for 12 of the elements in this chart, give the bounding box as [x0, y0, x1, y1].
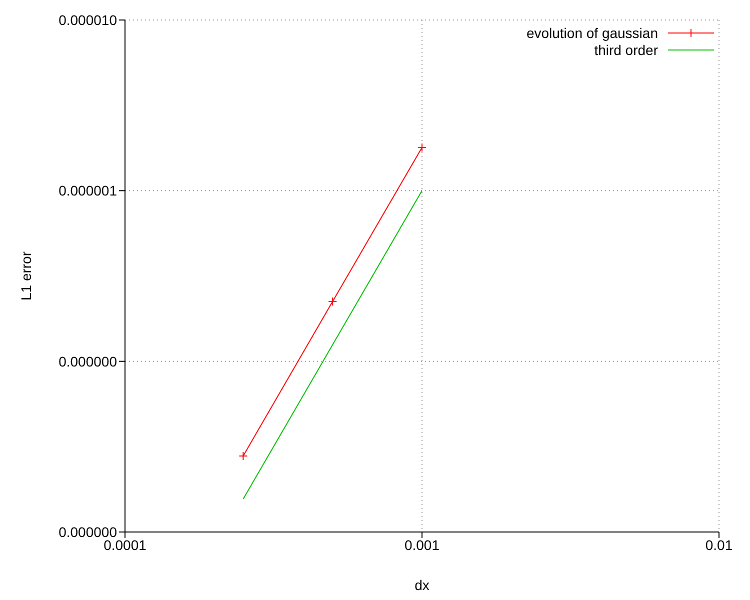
point: [418, 143, 426, 152]
y-tick-label: 0.000001: [58, 182, 118, 199]
y-axis-title: L1 error: [18, 251, 34, 301]
y-tick-label: 0.000000: [58, 353, 118, 370]
point: [328, 297, 338, 306]
legend-label: third order: [594, 42, 658, 58]
y-tick-label: 0.000010: [58, 12, 118, 28]
x-axis-title: dx: [414, 577, 430, 593]
legend-label: evolution of gaussian: [526, 24, 658, 40]
x-tick-label: 0.001: [404, 536, 440, 553]
x-tick-label: 0.01: [705, 536, 733, 553]
point: [238, 451, 248, 460]
